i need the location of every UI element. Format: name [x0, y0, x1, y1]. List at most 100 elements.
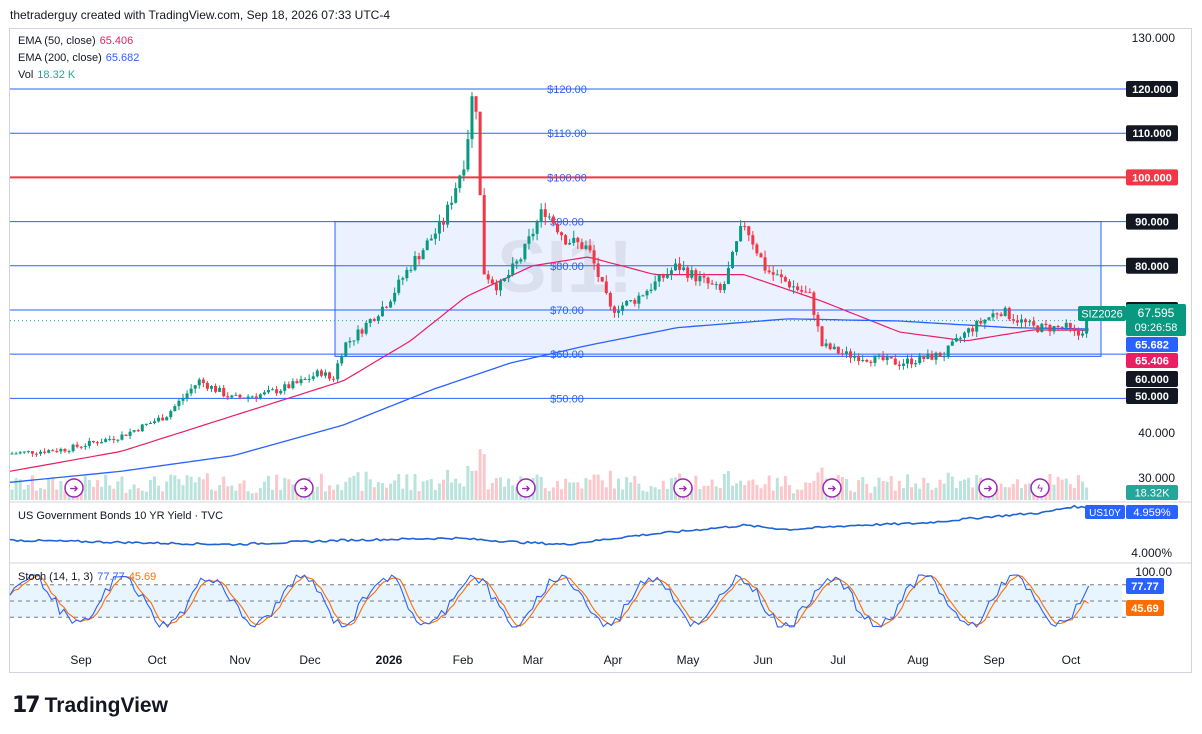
candle-body	[450, 202, 454, 205]
volume-bar	[535, 474, 539, 500]
volume-bar	[91, 486, 95, 500]
volume-bar	[592, 474, 596, 500]
candle-body	[441, 220, 445, 225]
volume-bar	[1060, 479, 1064, 500]
candle-body	[185, 393, 189, 399]
time-axis-label: Jul	[830, 653, 845, 667]
us10y-line	[9, 504, 1089, 547]
volume-bar	[413, 474, 417, 500]
candle-body	[1015, 320, 1019, 323]
volume-bar	[995, 488, 999, 500]
volume-bar	[128, 489, 132, 500]
candle-body	[523, 243, 527, 260]
volume-bar	[344, 481, 348, 500]
candle-body	[950, 341, 954, 346]
candle-body	[665, 274, 669, 278]
volume-bar	[466, 465, 470, 500]
candle-body	[881, 355, 885, 361]
candle-body	[718, 284, 722, 291]
volume-bar	[1015, 479, 1019, 500]
time-axis-label: Nov	[229, 653, 250, 667]
volume-bar	[743, 485, 747, 500]
time-axis-label: Feb	[453, 653, 474, 667]
event-arrow-icon: ➜	[678, 483, 687, 495]
volume-bar	[498, 477, 502, 500]
volume-bar	[621, 489, 625, 500]
candle-body	[238, 394, 242, 398]
volume-bar	[157, 485, 161, 500]
candle-body	[287, 384, 291, 389]
candle-body	[958, 337, 962, 339]
volume-bar	[124, 492, 128, 500]
candle-body	[869, 361, 873, 363]
volume-bar	[653, 487, 657, 500]
candle-body	[315, 370, 319, 377]
candle-body	[242, 397, 246, 399]
legend-us10y[interactable]: US Government Bonds 10 YR Yield · TVC	[18, 510, 223, 522]
volume-bar	[861, 477, 865, 500]
volume-bar	[193, 482, 197, 500]
candle-body	[975, 321, 979, 332]
candle-body	[698, 276, 702, 282]
volume-bar	[421, 481, 425, 500]
time-axis-label: May	[677, 653, 700, 667]
candle-body	[812, 292, 816, 315]
volume-bar	[938, 479, 942, 500]
volume-bar	[930, 489, 934, 500]
legend-volume[interactable]: Vol 18.32 K	[18, 69, 75, 81]
candle-body	[584, 245, 588, 249]
candle-body	[429, 238, 433, 241]
volume-bar	[901, 488, 905, 500]
volume-bar	[405, 474, 409, 500]
lightning-event-icon	[1030, 478, 1050, 498]
volume-bar	[348, 477, 352, 500]
volume-bar	[328, 485, 332, 500]
volume-bar	[100, 486, 104, 500]
ema50-tag: 65.406	[1135, 356, 1169, 368]
legend-ema200[interactable]: EMA (200, close) 65.682	[18, 52, 139, 64]
candle-body	[503, 278, 507, 281]
legend-ema50[interactable]: EMA (50, close) 65.406	[18, 35, 133, 47]
volume-bar	[287, 479, 291, 500]
volume-bar	[401, 488, 405, 500]
volume-bar	[812, 480, 816, 500]
level-tag-120-bg	[1126, 81, 1178, 98]
candle-body	[1085, 320, 1089, 334]
level-tag-80: 80.000	[1135, 261, 1169, 273]
level-price-label: $110.00	[548, 128, 587, 140]
volume-bar	[376, 482, 380, 500]
volume-bar	[140, 490, 144, 500]
volume-bar	[161, 491, 165, 500]
tradingview-logo-text: TradingView	[44, 693, 168, 717]
volume-bar	[458, 483, 462, 500]
candle-body	[372, 319, 376, 321]
candle-body	[877, 355, 881, 357]
candle-body	[83, 445, 87, 447]
legend-stoch[interactable]: Stoch (14, 1, 3) 77.77 45.69	[18, 571, 156, 583]
candle-body	[1040, 323, 1044, 332]
candle-body	[100, 442, 104, 444]
volume-bar	[588, 479, 592, 500]
candle-body	[189, 388, 193, 394]
candle-body	[1032, 321, 1036, 326]
volume-bar	[897, 480, 901, 500]
candle-body	[645, 290, 649, 296]
ema200-tag: 65.682	[1135, 340, 1169, 352]
candle-body	[157, 417, 161, 422]
volume-bar	[946, 472, 950, 500]
volume-bar	[112, 488, 116, 500]
tradingview-logo[interactable]: 17 TradingView	[12, 693, 168, 718]
candle-body	[962, 332, 966, 338]
price-axis-tick: 30.000	[1138, 471, 1175, 485]
candle-body	[983, 319, 987, 324]
candle-body	[743, 225, 747, 227]
legend-ema200-label: EMA (200, close)	[18, 52, 102, 64]
stoch-k-line	[9, 574, 1090, 628]
candle-body	[954, 338, 958, 342]
volume-bar	[1007, 487, 1011, 500]
volume-bar	[637, 483, 641, 500]
volume-bar	[83, 476, 87, 500]
volume-bar	[584, 478, 588, 500]
candle-body	[906, 358, 910, 364]
